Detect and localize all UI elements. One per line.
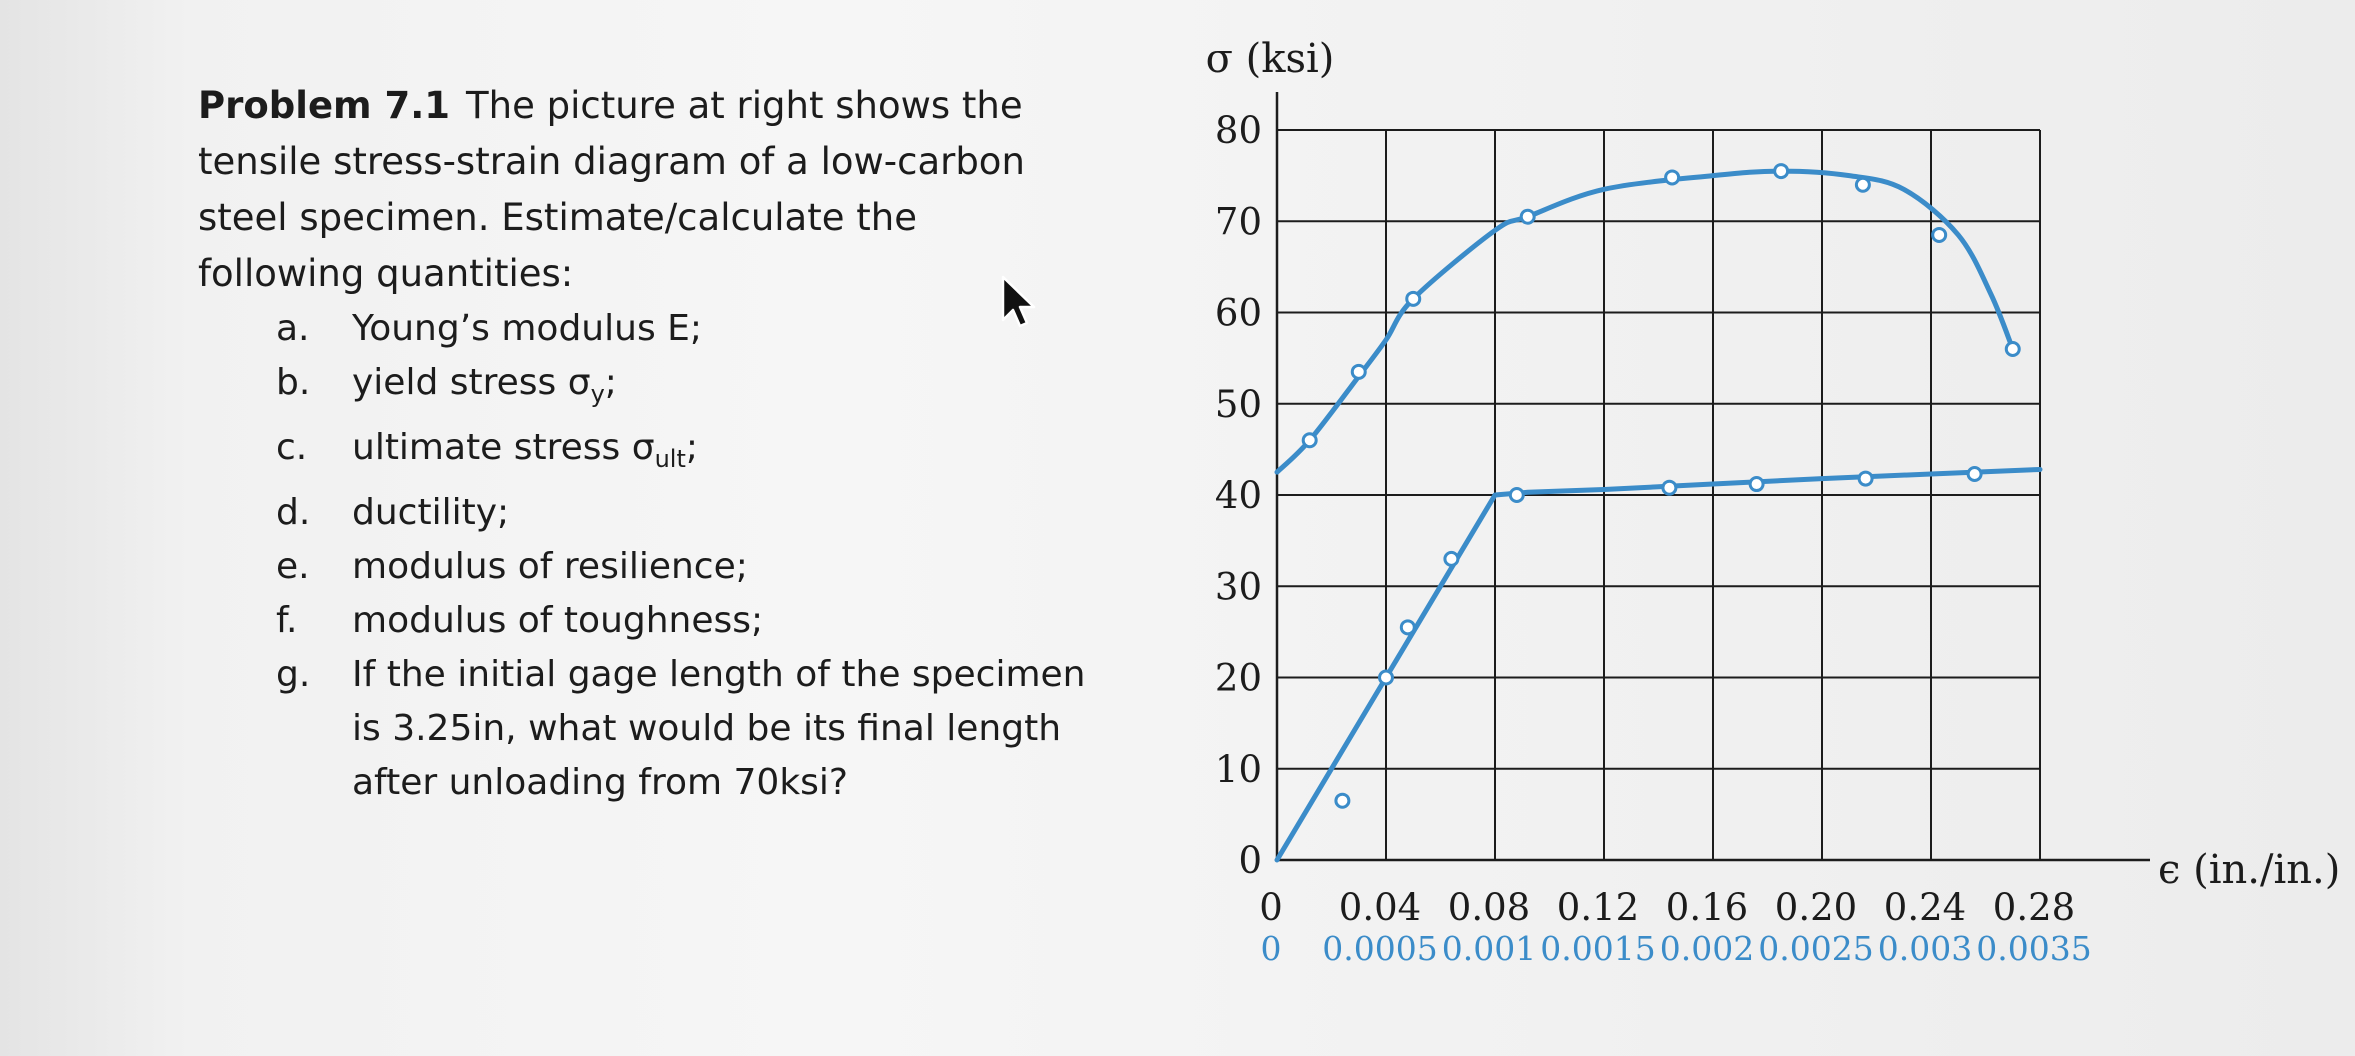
data-point-marker	[1443, 550, 1460, 567]
problem-intro-line-3: steel specimen. Estimate/calculate the	[198, 196, 917, 239]
x-tick-label-lower: 0	[1261, 929, 1282, 968]
y-tick-label: 10	[1215, 748, 1262, 791]
data-point-marker	[2004, 341, 2021, 357]
question-item: e. modulus of resilience;	[198, 540, 1198, 594]
chart-curves	[1274, 163, 2043, 863]
data-point-marker	[1519, 208, 1536, 225]
question-letter: d.	[276, 492, 311, 534]
problem-intro-line-1: Problem 7.1 The picture at right shows th…	[198, 78, 1198, 134]
question-item: f. modulus of toughness;	[198, 594, 1198, 648]
problem-title: Problem 7.1	[198, 84, 451, 127]
question-list: a. Young’s modulus E; b. yield stress σy; c.…	[198, 302, 1198, 810]
y-tick-label: 70	[1215, 200, 1262, 243]
x-tick-label-lower: 0.002	[1660, 929, 1754, 968]
question-line: after unloading from 70ksi?	[352, 756, 1198, 810]
curve-upper	[1274, 168, 2016, 475]
problem-intro-line-2: tensile stress-strain diagram of a low-c…	[198, 140, 1025, 183]
question-subscript: ult	[654, 445, 686, 474]
data-point-marker	[1773, 163, 1790, 180]
x-tick-label-upper: 0.16	[1666, 886, 1748, 929]
x-tick-label-upper: 0.12	[1557, 886, 1639, 929]
x-tick-label-upper: 0.08	[1448, 886, 1530, 929]
question-line: modulus of toughness;	[352, 594, 1198, 648]
question-item: c. ultimate stress σult;	[198, 421, 1198, 486]
intro-text-1: The picture at right shows the	[466, 84, 1023, 127]
data-point-marker	[1931, 226, 1948, 243]
question-line: modulus of resilience;	[352, 540, 1198, 594]
question-item: a. Young’s modulus E;	[198, 302, 1198, 356]
x-tick-label-upper: 0.24	[1884, 886, 1966, 929]
data-point-marker	[1334, 792, 1351, 809]
question-tail: ;	[604, 362, 617, 403]
x-axis-title: ϵ (in./in.)	[2158, 847, 2340, 893]
question-text: is 3.25in, what would be its final lengt…	[352, 708, 1062, 750]
data-point-marker	[1854, 176, 1871, 193]
x-tick-label-lower: 0.0005	[1322, 929, 1437, 968]
question-tail: ;	[685, 427, 699, 469]
y-tick-label: 40	[1215, 474, 1262, 517]
problem-statement: Problem 7.1 The picture at right shows th…	[198, 78, 1198, 810]
curve-lower	[1274, 466, 2043, 863]
x-tick-label-lower: 0.0015	[1540, 929, 1655, 968]
question-text: yield stress σ	[352, 362, 591, 403]
data-point-marker	[1966, 466, 1983, 483]
question-item: g. If the initial gage length of the spec…	[198, 648, 1198, 810]
question-text: If the initial gage length of the specim…	[352, 654, 1086, 696]
y-tick-label: 30	[1215, 565, 1262, 608]
problem-intro-line-4: following quantities:	[198, 252, 574, 295]
chart-grid	[1276, 129, 2041, 861]
x-tick-label-lower: 0.0035	[1976, 929, 2091, 968]
y-tick-label: 20	[1215, 657, 1262, 700]
question-letter: a.	[276, 308, 310, 349]
question-line: If the initial gage length of the specim…	[352, 648, 1198, 702]
data-point-marker	[1857, 470, 1874, 487]
question-letter: f.	[276, 600, 298, 642]
x-tick-label-upper: 0.20	[1775, 886, 1857, 929]
question-subscript: y	[590, 380, 605, 409]
y-tick-label: 50	[1215, 383, 1262, 426]
data-point-marker	[1301, 432, 1318, 449]
x-tick-label-upper: 0.28	[1993, 886, 2075, 929]
question-line: Young’s modulus E;	[352, 302, 1198, 356]
question-text: modulus of resilience;	[352, 546, 748, 588]
data-point-marker	[1664, 169, 1681, 186]
question-text: ultimate stress σ	[352, 427, 655, 469]
x-tick-label-lower: 0.003	[1878, 929, 1972, 968]
question-text: Young’s modulus E;	[352, 308, 703, 349]
data-point-marker	[1508, 487, 1525, 503]
data-point-marker	[1350, 363, 1367, 380]
question-line: yield stress σy;	[352, 356, 1198, 421]
y-tick-label: 60	[1215, 292, 1262, 335]
question-item: d. ductility;	[198, 486, 1198, 540]
y-tick-label: 0	[1238, 839, 1262, 882]
question-text: after unloading from 70ksi?	[352, 762, 849, 804]
x-tick-label-lower: 0.001	[1442, 929, 1536, 968]
x-tick-label-upper: 0.04	[1339, 886, 1421, 929]
chart-axes	[1275, 92, 2150, 862]
data-point-marker	[1748, 476, 1765, 493]
x-tick-label-upper: 0	[1259, 886, 1283, 929]
question-line: ductility;	[352, 486, 1198, 540]
y-tick-label: 80	[1215, 109, 1262, 152]
question-letter: c.	[276, 427, 308, 469]
data-point-marker	[1661, 479, 1678, 496]
question-letter: e.	[276, 546, 310, 588]
question-line: is 3.25in, what would be its final lengt…	[352, 702, 1198, 756]
x-tick-label-lower: 0.0025	[1758, 929, 1873, 968]
data-point-marker	[1399, 619, 1416, 636]
question-text: ductility;	[352, 492, 510, 534]
question-letter: g.	[276, 654, 311, 696]
question-item: b. yield stress σy;	[198, 356, 1198, 421]
question-text: modulus of toughness;	[352, 600, 764, 642]
y-axis-title: σ (ksi)	[1206, 36, 1335, 82]
data-point-marker	[1378, 669, 1394, 686]
question-line: ultimate stress σult;	[352, 421, 1198, 486]
mouse-cursor-icon	[1001, 275, 1036, 328]
data-point-marker	[1405, 290, 1422, 307]
question-letter: b.	[276, 362, 311, 403]
